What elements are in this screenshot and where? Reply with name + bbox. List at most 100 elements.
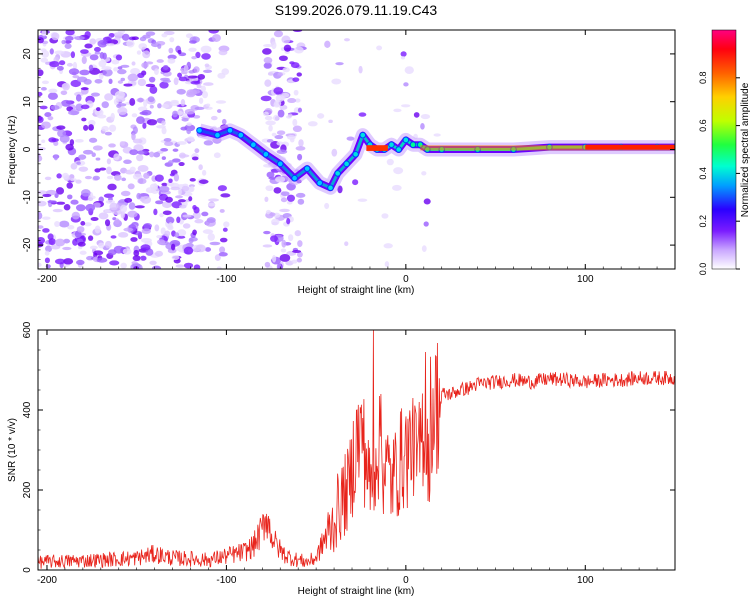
snr-x-tick-label: -200 [37, 575, 57, 586]
heatmap-noise-blob [128, 202, 136, 210]
heatmap-noise-blob [132, 126, 138, 135]
heatmap-noise-blob [268, 176, 278, 180]
heatmap-noise-blob [186, 128, 191, 135]
heatmap-noise-blob [186, 136, 195, 142]
heatmap-noise-blob [156, 59, 164, 63]
heatmap-noise-blob [176, 235, 186, 239]
heatmap-noise-blob [295, 192, 306, 198]
heatmap-noise-blob [143, 172, 150, 179]
heatmap-noise-blob [80, 221, 86, 226]
heatmap-noise-blob [38, 211, 43, 220]
heatmap-noise-blob [203, 140, 214, 146]
heatmap-noise-blob [420, 113, 431, 120]
heatmap-noise-blob [132, 138, 143, 144]
heatmap-noise-blob [109, 260, 120, 266]
heatmap-noise-blob [178, 204, 187, 209]
heatmap-noise-blob [68, 110, 80, 116]
heatmap-noise-blob [137, 150, 148, 155]
heatmap-noise-blob [54, 258, 66, 265]
heatmap-noise-blob [183, 64, 189, 73]
heatmap-noise-blob [173, 77, 179, 86]
heatmap-noise-blob [268, 124, 273, 132]
heatmap-noise-blob [169, 173, 176, 177]
heatmap-noise-blob [119, 141, 126, 146]
heatmap-noise-blob [54, 220, 60, 227]
heatmap-noise-blob [191, 156, 199, 161]
heatmap-noise-blob [293, 89, 299, 96]
heatmap-noise-blob [286, 194, 295, 202]
ridge-point [214, 131, 221, 139]
ridge-point [262, 150, 270, 158]
heatmap-noise-blob [292, 30, 303, 33]
heatmap-noise-blob [75, 179, 82, 184]
heatmap-noise-blob [273, 30, 284, 38]
heatmap-noise-blob [159, 212, 164, 218]
heatmap-noise-blob [156, 125, 166, 129]
heatmap-noise-blob [202, 229, 214, 234]
heatmap-noise-blob [169, 37, 175, 43]
ridge-point [402, 136, 410, 144]
heatmap-noise-blob [38, 116, 44, 124]
heatmap-noise-blob [99, 51, 105, 59]
heatmap-noise-blob [139, 111, 149, 116]
heatmap-noise-blob [94, 168, 101, 173]
heatmap-noise-blob [136, 154, 144, 162]
heatmap-noise-blob [157, 43, 162, 49]
heatmap-noise-blob [324, 202, 330, 210]
heatmap-noise-blob [141, 228, 151, 235]
heatmap-noise-blob [113, 32, 124, 37]
heatmap-noise-blob [92, 175, 100, 181]
colorbar-tick-label: 0.4 [698, 167, 708, 180]
heatmap-noise-blob [189, 89, 201, 94]
heatmap-noise-blob [76, 226, 85, 233]
ridge-hot-core [366, 145, 388, 151]
heatmap-noise-blob [40, 86, 47, 91]
heatmap-noise-blob [188, 40, 197, 44]
heatmap-noise-blob [94, 51, 101, 55]
heatmap-noise-blob [213, 152, 221, 159]
heatmap-noise-blob [96, 114, 107, 119]
heatmap-noise-blob [90, 92, 100, 97]
heatmap-noise-blob [109, 202, 119, 211]
heatmap-noise-blob [383, 243, 393, 249]
heatmap-noise-blob [133, 266, 140, 269]
heatmap-noise-blob [120, 77, 126, 82]
heatmap-noise-blob [170, 243, 176, 251]
heatmap-noise-blob [423, 198, 431, 205]
heatmap-noise-blob [185, 33, 193, 39]
heatmap-noise-blob [91, 152, 96, 158]
heatmap-noise-blob [168, 178, 173, 183]
heatmap-noise-blob [90, 216, 99, 221]
heatmap-noise-blob [117, 66, 123, 70]
heatmap-noise-blob [97, 242, 105, 249]
heatmap-noise-blob [207, 233, 215, 241]
heatmap-noise-blob [266, 171, 275, 178]
heatmap-noise-blob [66, 182, 73, 189]
heatmap-noise-blob [149, 85, 158, 94]
heatmap-noise-blob [210, 115, 218, 121]
heatmap-noise-blob [132, 173, 143, 180]
heatmap-noise-blob [188, 70, 195, 74]
colorbar: 0.0 0.2 0.4 0.6 0.8 Normalized spectral ampl… [698, 29, 750, 275]
heatmap-noise-blob [47, 116, 54, 121]
heatmap-noise-blob [317, 113, 325, 119]
heatmap-noise-blob [182, 214, 192, 218]
heatmap-noise-blob [400, 56, 406, 60]
heatmap-noise-blob [192, 229, 197, 236]
heatmap-noise-blob [120, 64, 130, 68]
heatmap-noise-blob [74, 91, 84, 97]
heatmap-noise-blob [263, 62, 272, 69]
heatmap-noise-blob [384, 261, 390, 268]
heatmap-noise-blob [263, 230, 271, 235]
heatmap-noise-blob [64, 36, 74, 42]
heatmap-noise-blob [358, 112, 367, 117]
heatmap-noise-blob [92, 145, 103, 151]
heatmap-noise-blob [97, 39, 108, 48]
heatmap-noise-blob [275, 176, 286, 183]
heatmap-noise-blob [80, 104, 90, 110]
heatmap-noise-blob [297, 153, 303, 161]
heatmap-noise-blob [381, 213, 389, 219]
heatmap-noise-blob [75, 103, 84, 111]
heatmap-noise-blob [129, 98, 136, 106]
heatmap-noise-blob [282, 67, 290, 73]
